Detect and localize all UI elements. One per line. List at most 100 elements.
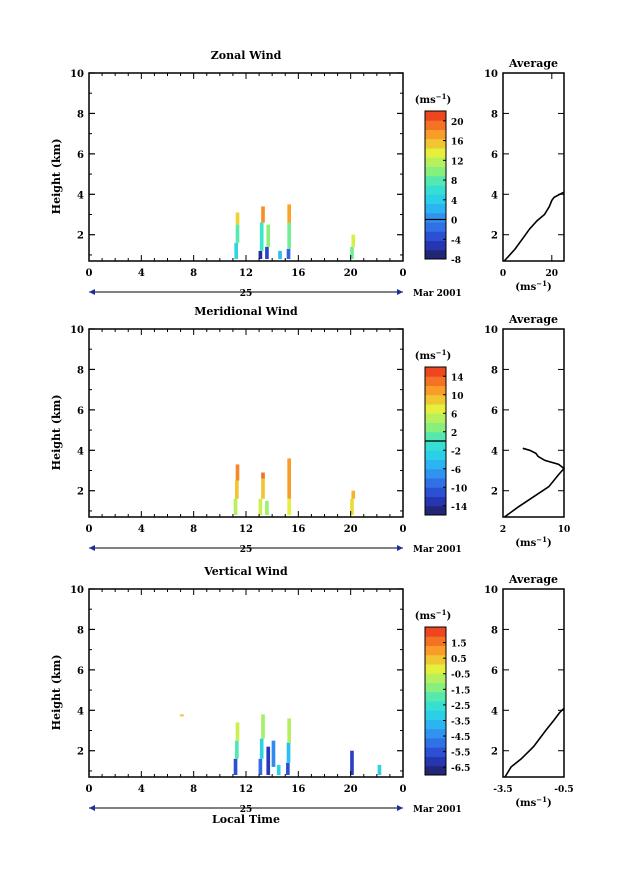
colorbar-tick-label: 6 [451,410,457,420]
average-y-tick-label: 10 [484,69,498,80]
x-tick-label: 4 [138,268,145,279]
colorbar-tick-label: 2 [451,429,457,439]
x-tick-label: 0 [86,524,93,535]
colorbar-tick-label: 1.5 [451,640,467,650]
colorbar-swatch [425,111,446,121]
date-day: 25 [240,545,253,555]
x-tick-label: 16 [291,784,305,795]
heatmap-cell [235,212,240,225]
colorbar-tick-label: -14 [451,503,467,513]
average-title: Average [508,313,558,326]
colorbar-swatch [425,627,446,637]
heatmap-cell [286,248,291,259]
colorbar-tick-label: 14 [451,373,464,383]
average-y-tick-label: 6 [491,406,498,417]
x-tick-label: 12 [239,524,253,535]
colorbar-swatch [425,129,446,140]
colorbar-swatch [425,505,446,516]
heatmap-cell [261,472,265,479]
colorbar-swatch [425,138,446,149]
heatmap-cell [350,498,354,515]
heatmap-cell [287,458,292,499]
colorbar-swatch [425,747,446,757]
average-x-tick-label: 20 [546,269,559,279]
colorbar-swatch [425,203,446,214]
colorbar-tick-label: 0.5 [451,655,467,665]
heatmap-cell [271,740,276,767]
average-unit-label: (ms−1) [515,279,551,293]
average-y-tick-label: 4 [491,446,498,457]
x-axis-label: Local Time [212,813,280,826]
x-tick-label: 0 [400,524,407,535]
colorbar-swatch [425,249,446,260]
colorbar-swatch [425,654,446,665]
average-title: Average [508,573,558,586]
colorbar-swatch [425,166,446,177]
average-profile-line [504,707,565,778]
colorbar-swatch [425,185,446,195]
average-y-tick-label: 4 [491,706,498,717]
colorbar-tick-label: -2.5 [451,702,470,712]
colorbar-tick-label: -4.5 [451,733,470,743]
x-tick-label: 0 [400,784,407,795]
y-tick-label: 6 [77,406,84,417]
colorbar-tick-label: -5.5 [451,749,470,759]
average-title: Average [508,57,558,70]
colorbar-tick-label: 20 [451,118,464,128]
colorbar-swatch [425,691,446,702]
x-tick-label: 12 [239,268,253,279]
plot-frame [88,328,404,518]
colorbar-unit-label: (ms−1) [415,608,451,622]
colorbar-swatch [425,478,446,488]
x-tick-label: 20 [344,784,358,795]
heatmap-cell [286,742,291,763]
colorbar-swatch [425,728,446,739]
colorbar-swatch [425,710,446,720]
heatmap-cell [276,764,281,775]
y-axis-label: Height (km) [50,138,63,214]
heatmap-cell [351,490,356,499]
colorbar-swatch [425,367,446,377]
panel-title: Meridional Wind [194,305,298,318]
heatmap-cell [351,234,356,247]
heatmap-cell [258,250,263,259]
colorbar-swatch [425,212,446,223]
colorbar-swatch [425,673,446,683]
colorbar-swatch [425,404,446,414]
average-y-tick-label: 10 [484,585,498,596]
colorbar-swatch [425,645,446,656]
colorbar-swatch [425,765,446,776]
y-tick-label: 6 [77,150,84,161]
colorbar-swatch [425,636,446,646]
colorbar-tick-label: -4 [451,236,461,246]
colorbar-swatch [425,682,446,693]
colorbar-swatch [425,120,446,130]
heatmap-cell [261,714,265,739]
colorbar-swatch [425,450,446,460]
panel-title: Vertical Wind [203,565,288,578]
average-y-tick-label: 8 [491,625,498,636]
heatmap-cell [265,246,269,259]
y-tick-label: 2 [77,487,84,498]
heatmap-cell [287,222,292,249]
colorbar-unit-label: (ms−1) [415,92,451,106]
average-y-tick-label: 2 [491,231,498,242]
x-tick-label: 0 [400,268,407,279]
plot-frame [88,72,404,262]
heatmap-cell [233,758,238,775]
average-x-tick-label: 10 [558,525,571,535]
heatmap-cell [235,480,239,499]
y-tick-label: 2 [77,747,84,758]
average-x-tick-label: 2 [500,525,506,535]
x-tick-label: 20 [344,268,358,279]
x-tick-label: 16 [291,268,305,279]
colorbar-swatch [425,194,446,204]
colorbar-tick-label: -6.5 [451,764,470,774]
colorbar-swatch [425,496,446,507]
colorbar-swatch [425,719,446,730]
average-y-tick-label: 2 [491,747,498,758]
average-profile-line [504,447,566,518]
heatmap-cell [180,714,184,717]
y-tick-label: 4 [77,706,84,717]
